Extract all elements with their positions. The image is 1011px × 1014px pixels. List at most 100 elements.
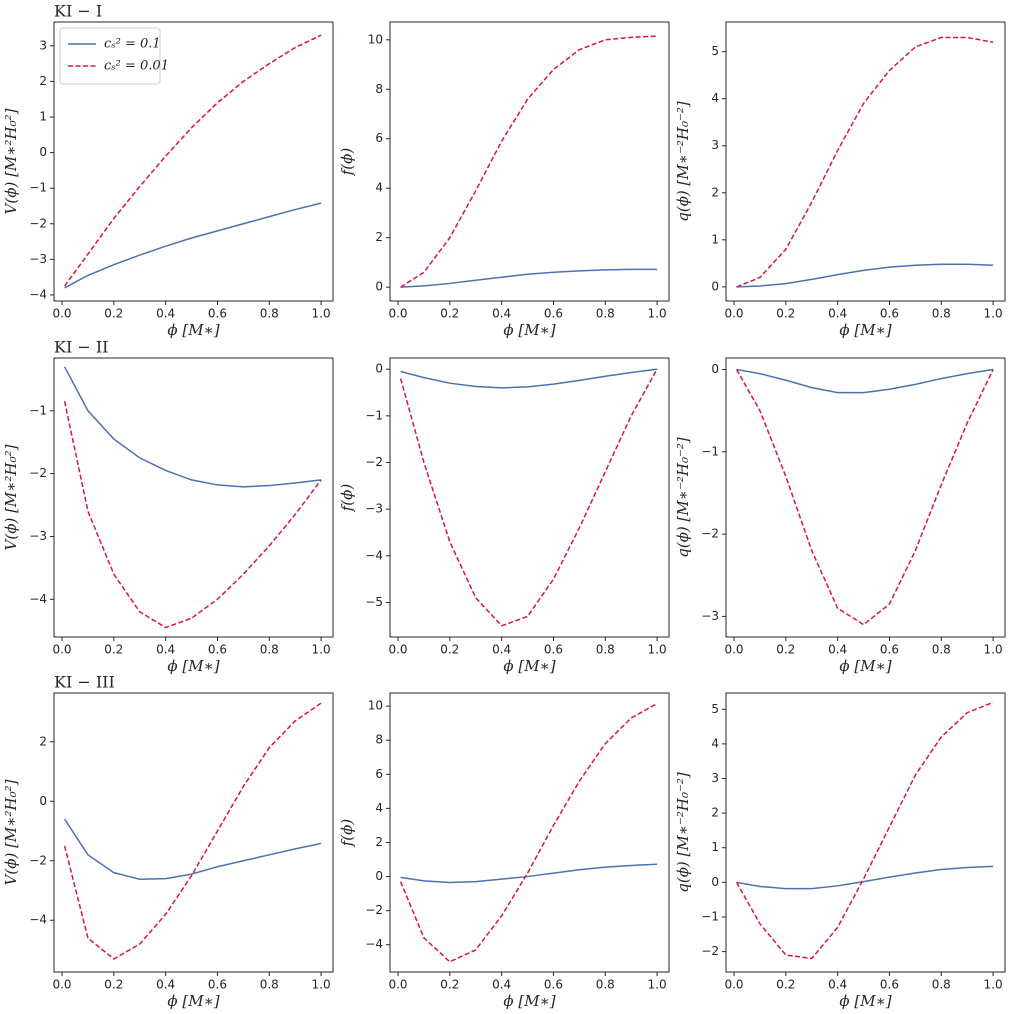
data-line — [400, 35, 658, 288]
x-tick-label: 0.2 — [104, 307, 123, 321]
x-tick-label: 0.6 — [544, 643, 563, 657]
x-tick-label: 0.6 — [208, 978, 227, 992]
x-tick-label: 0.4 — [492, 978, 511, 992]
x-tick-label: 0.6 — [544, 978, 563, 992]
panel: 0.0 0.2 0.4 0.6 0.8 1.0 −4 −2 0 2 4 6 8 10 ϕ [M∗] f(ϕ) — [338, 692, 670, 1010]
x-tick-label: 0.8 — [260, 307, 279, 321]
y-tick-label: 2 — [39, 74, 47, 88]
data-line — [63, 401, 322, 629]
y-tick-label: 0 — [375, 869, 383, 883]
data-line — [735, 701, 994, 960]
x-tick-label: 0.2 — [440, 643, 459, 657]
data-line — [736, 263, 994, 288]
x-tick-label: 0.6 — [208, 307, 227, 321]
x-tick-label: 1.0 — [648, 643, 667, 657]
x-axis-label: ϕ [M∗] — [839, 992, 891, 1010]
x-tick-label: 0.6 — [544, 307, 563, 321]
x-tick-label: 0.8 — [596, 978, 615, 992]
panel: 0.0 0.2 0.4 0.6 0.8 1.0 −5 −4 −3 −2 −1 0 ϕ [M∗] f(ϕ) — [338, 357, 670, 675]
data-line — [400, 863, 658, 884]
y-axis-label: V(ϕ) [M∗²H₀²] — [2, 779, 20, 885]
x-tick-label: 0.8 — [260, 643, 279, 657]
x-tick-label: 1.0 — [312, 978, 331, 992]
x-tick-label: 0.2 — [104, 643, 123, 657]
data-line — [63, 366, 322, 488]
plot-frame — [53, 357, 334, 638]
y-tick-label: −1 — [365, 408, 383, 422]
plot-frame — [53, 692, 334, 973]
x-tick-label: 0.0 — [388, 307, 407, 321]
y-tick-label: 3 — [711, 138, 719, 152]
x-tick-label: 0.8 — [932, 643, 951, 657]
panel-title: KI − III — [54, 673, 115, 692]
y-tick-label: 4 — [711, 736, 719, 750]
x-tick-label: 0.0 — [388, 643, 407, 657]
y-tick-label: 0 — [711, 362, 719, 376]
y-tick-label: −2 — [29, 466, 47, 480]
y-tick-label: −1 — [29, 403, 47, 417]
legend-box — [59, 27, 161, 85]
y-tick-label: 6 — [375, 767, 383, 781]
y-tick-label: 0 — [39, 794, 47, 808]
panel: 0.0 0.2 0.4 0.6 0.8 1.0 −4 −2 0 2 ϕ [M∗] V(ϕ) [M∗²H… — [2, 673, 334, 1010]
x-axis-label: ϕ [M∗] — [839, 321, 891, 339]
x-axis-label: ϕ [M∗] — [839, 657, 891, 675]
x-tick-label: 0.6 — [880, 978, 899, 992]
x-tick-label: 0.4 — [828, 978, 847, 992]
x-tick-label: 0.0 — [52, 307, 71, 321]
panel-title: KI − II — [54, 338, 109, 357]
x-tick-label: 0.6 — [208, 643, 227, 657]
x-tick-label: 0.4 — [156, 307, 175, 321]
data-line — [64, 34, 322, 287]
y-tick-label: 0 — [39, 145, 47, 159]
y-axis-label: V(ϕ) [M∗²H₀²] — [2, 108, 20, 214]
x-tick-label: 0.4 — [828, 307, 847, 321]
y-tick-label: 2 — [39, 734, 47, 748]
plot-frame — [389, 21, 670, 302]
y-tick-label: 3 — [39, 38, 47, 52]
y-tick-label: −2 — [365, 903, 383, 917]
plot-frame — [389, 357, 670, 638]
x-tick-label: 0.0 — [388, 978, 407, 992]
x-tick-label: 0.8 — [596, 307, 615, 321]
x-tick-label: 0.6 — [880, 643, 899, 657]
x-tick-label: 1.0 — [984, 307, 1003, 321]
x-tick-label: 0.4 — [492, 643, 511, 657]
y-tick-label: 2 — [711, 806, 719, 820]
y-tick-label: −2 — [29, 853, 47, 867]
data-line — [736, 368, 994, 394]
y-tick-label: −1 — [29, 181, 47, 195]
data-line — [400, 368, 658, 389]
y-tick-label: −3 — [29, 529, 47, 543]
x-tick-label: 0.8 — [596, 643, 615, 657]
panel: 0.0 0.2 0.4 0.6 0.8 1.0 −2 −1 0 1 2 3 4 5 ϕ [M∗] q(ϕ) [… — [674, 692, 1006, 1010]
data-line — [400, 268, 658, 288]
x-axis-label: ϕ [M∗] — [503, 321, 555, 339]
legend: cₛ² = 0.1 cₛ² = 0.01 — [59, 27, 169, 85]
y-tick-label: 2 — [375, 835, 383, 849]
x-axis-label: ϕ [M∗] — [503, 657, 555, 675]
y-tick-label: 3 — [711, 771, 719, 785]
panel: 0.0 0.2 0.4 0.6 0.8 1.0 0 1 2 3 4 5 ϕ [M∗] q(ϕ) [M∗⁻²… — [674, 21, 1006, 339]
x-tick-label: 0.0 — [724, 643, 743, 657]
x-tick-label: 0.0 — [52, 978, 71, 992]
y-tick-label: 0 — [711, 875, 719, 889]
y-tick-label: −1 — [701, 909, 719, 923]
y-tick-label: 4 — [375, 181, 383, 195]
data-line — [736, 36, 994, 288]
legend-label: cₛ² = 0.1 — [104, 37, 161, 52]
y-tick-label: 0 — [375, 362, 383, 376]
x-tick-label: 0.8 — [932, 978, 951, 992]
y-tick-label: −4 — [29, 592, 47, 606]
x-tick-label: 1.0 — [648, 978, 667, 992]
x-tick-label: 1.0 — [648, 307, 667, 321]
y-tick-label: 10 — [368, 699, 383, 713]
y-tick-label: 1 — [711, 232, 719, 246]
x-tick-label: 0.2 — [440, 307, 459, 321]
data-line — [736, 865, 994, 890]
panel: 0.0 0.2 0.4 0.6 0.8 1.0 −3 −2 −1 0 ϕ [M∗] q(ϕ) [M∗⁻… — [674, 357, 1006, 675]
y-tick-label: 4 — [711, 91, 719, 105]
x-tick-label: 1.0 — [312, 307, 331, 321]
x-tick-label: 0.2 — [776, 978, 795, 992]
